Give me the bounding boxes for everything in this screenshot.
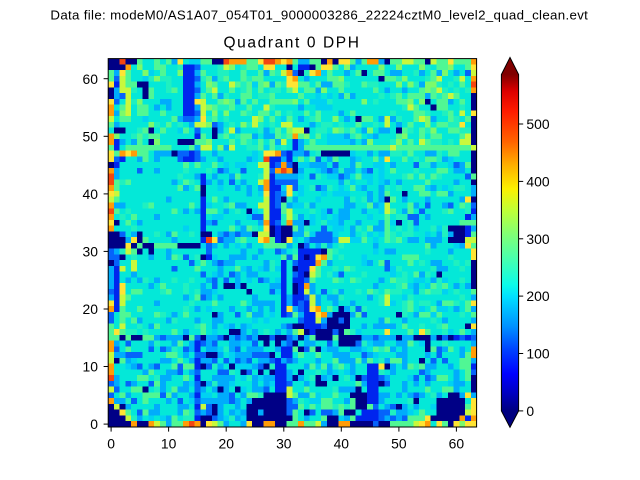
svg-text:50: 50 — [391, 436, 407, 452]
svg-text:30: 30 — [83, 244, 99, 260]
svg-text:300: 300 — [526, 231, 549, 247]
svg-text:10: 10 — [83, 359, 99, 375]
svg-text:0: 0 — [107, 436, 115, 452]
svg-text:500: 500 — [526, 116, 549, 132]
svg-text:30: 30 — [276, 436, 292, 452]
svg-text:400: 400 — [526, 174, 549, 190]
svg-text:100: 100 — [526, 346, 549, 362]
svg-text:40: 40 — [334, 436, 350, 452]
svg-text:40: 40 — [83, 186, 99, 202]
svg-text:20: 20 — [218, 436, 234, 452]
svg-text:200: 200 — [526, 288, 549, 304]
svg-text:0: 0 — [526, 403, 534, 419]
svg-text:Quadrant 0 DPH: Quadrant 0 DPH — [224, 35, 361, 52]
svg-text:10: 10 — [161, 436, 177, 452]
svg-text:0: 0 — [90, 416, 98, 432]
svg-text:60: 60 — [83, 71, 99, 87]
svg-text:60: 60 — [449, 436, 465, 452]
svg-text:20: 20 — [83, 301, 99, 317]
svg-text:50: 50 — [83, 128, 99, 144]
svg-text:Data file: modeM0/AS1A07_054T0: Data file: modeM0/AS1A07_054T01_90000032… — [50, 7, 588, 22]
